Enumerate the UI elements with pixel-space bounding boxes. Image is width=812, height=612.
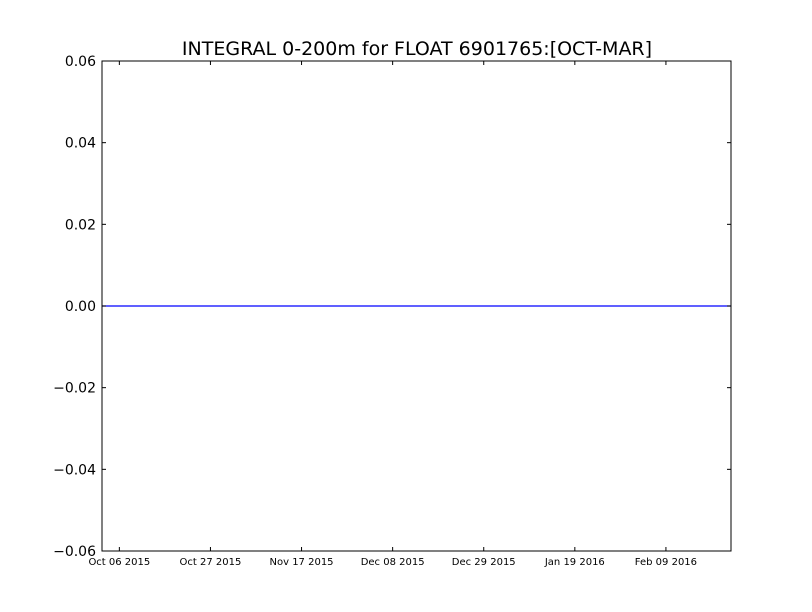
- x-tick-label: Jan 19 2016: [544, 557, 605, 568]
- y-tick-label: 0.02: [65, 217, 96, 233]
- chart-title: INTEGRAL 0-200m for FLOAT 6901765:[OCT-M…: [182, 38, 652, 60]
- x-tick-label: Feb 09 2016: [635, 557, 697, 568]
- y-tick-label: −0.02: [53, 381, 96, 397]
- y-tick-label: 0.04: [65, 136, 96, 152]
- y-tick-label: 0.06: [65, 54, 96, 70]
- x-tick-label: Dec 29 2015: [452, 557, 516, 568]
- x-tick-label: Oct 27 2015: [180, 557, 242, 568]
- x-tick-label: Dec 08 2015: [361, 557, 425, 568]
- plot-frame: [101, 60, 732, 552]
- x-tick-label: Oct 06 2015: [88, 557, 150, 568]
- y-tick-label: −0.04: [53, 462, 96, 478]
- y-tick-label: 0.00: [65, 299, 96, 315]
- x-tick-label: Nov 17 2015: [270, 557, 334, 568]
- x-axis: Oct 06 2015 Oct 27 2015 Nov 17 2015 Dec 08 …: [88, 61, 697, 568]
- y-axis: 0.06 0.04 0.02 0.00 −0.02 −0.04 −0.06: [53, 54, 731, 560]
- y-tick-label: −0.06: [53, 544, 96, 560]
